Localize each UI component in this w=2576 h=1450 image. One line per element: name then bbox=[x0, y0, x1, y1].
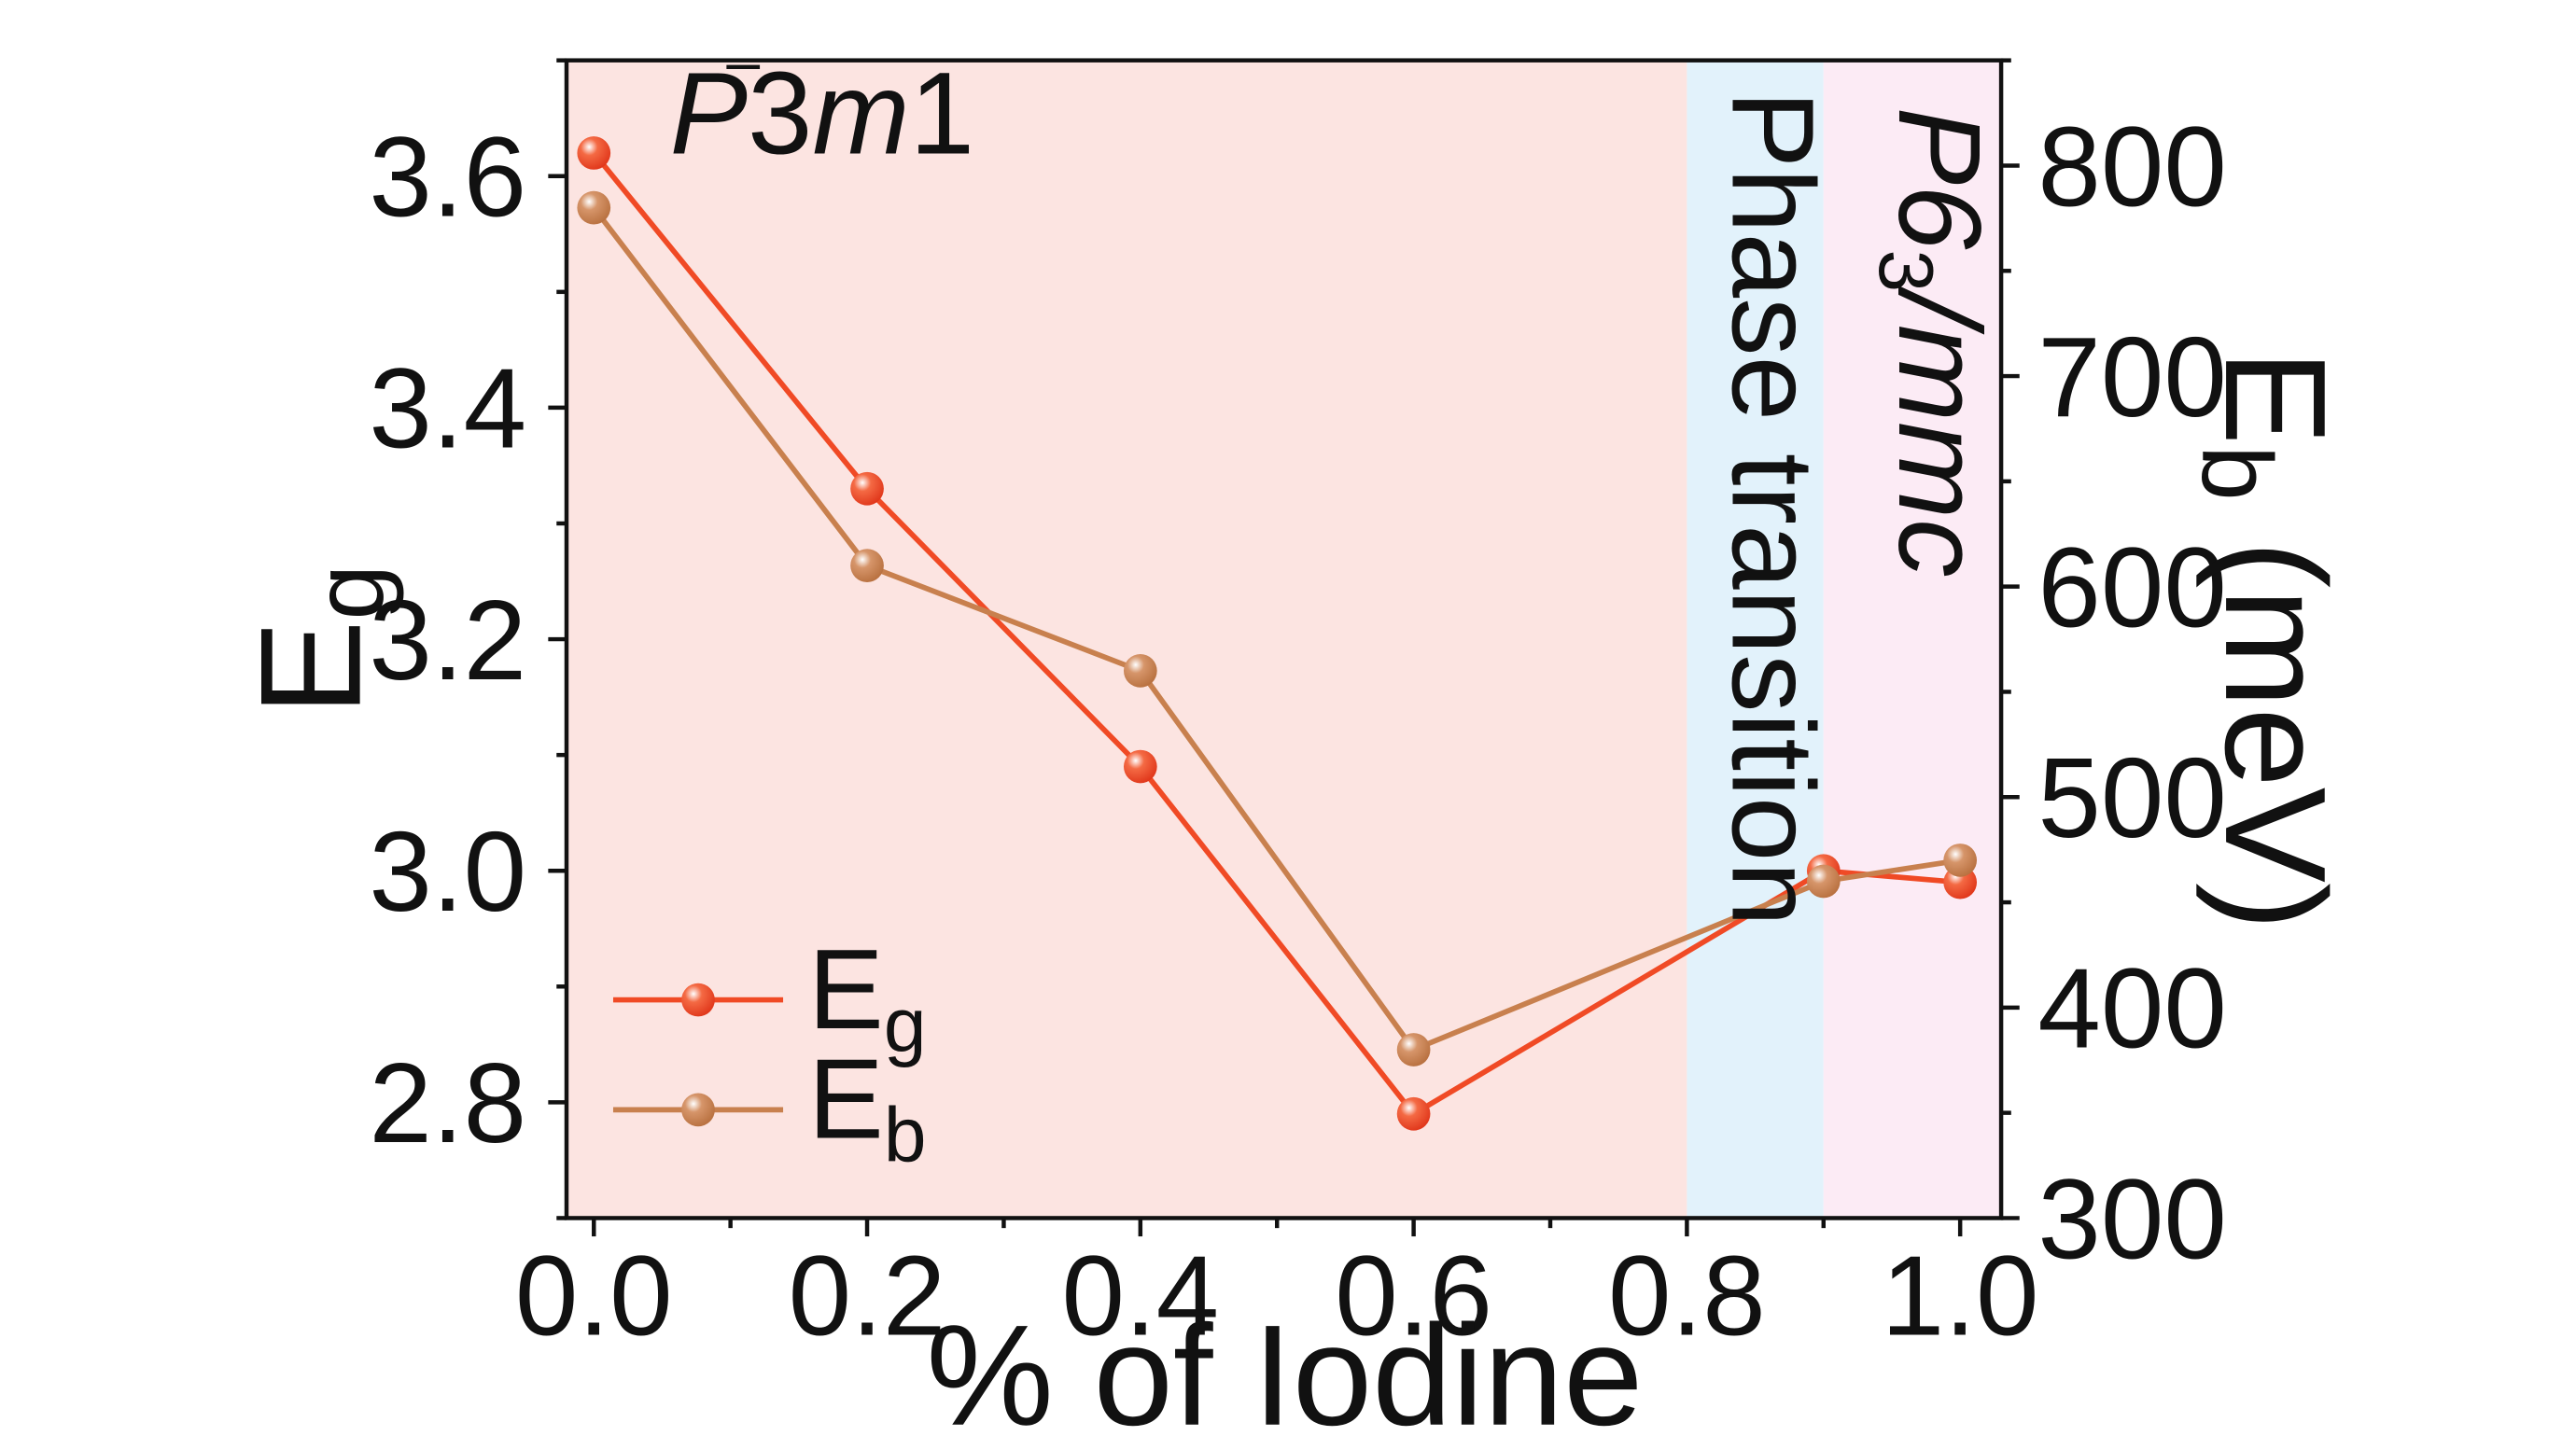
x-axis-title: % of Iodine bbox=[926, 1295, 1643, 1450]
y-right-tick-label: 700 bbox=[2037, 314, 2227, 440]
data-point-eg bbox=[850, 471, 884, 506]
phase-transition-label: Phase transition bbox=[1708, 91, 1838, 927]
region-P-3m1 bbox=[566, 60, 1687, 1219]
x-tick-label: 0.0 bbox=[515, 1232, 673, 1359]
y-right-tick-label: 500 bbox=[2037, 734, 2227, 861]
axis-ticks: 0.0 0.2 0.4 0.6 0.8 1.0 2.8 3.0 3.2 3.4 3.6 300 400 5… bbox=[369, 58, 2227, 1359]
data-point-eb bbox=[850, 549, 884, 582]
y-right-tick-label: 600 bbox=[2037, 524, 2227, 651]
legend-marker-eb bbox=[681, 1093, 715, 1127]
data-point-eb bbox=[1396, 1033, 1431, 1067]
data-point-eb bbox=[577, 190, 611, 225]
y-right-tick-label: 400 bbox=[2037, 945, 2227, 1072]
x-tick-label: 0.6 bbox=[1335, 1232, 1492, 1359]
phase-region-backgrounds bbox=[566, 60, 2002, 1219]
x-tick-label: 0.4 bbox=[1061, 1232, 1219, 1359]
region-phase-transition bbox=[1687, 60, 1824, 1219]
y-axis-right-title: Eb (meV) bbox=[2181, 350, 2356, 931]
data-point-eg bbox=[577, 136, 611, 170]
region-P63/mmc bbox=[1823, 60, 2002, 1219]
x-tick-label: 0.8 bbox=[1608, 1232, 1766, 1359]
y-left-tick-label: 3.4 bbox=[369, 345, 526, 472]
y-right-tick-label: 300 bbox=[2037, 1155, 2227, 1282]
x-tick-label: 0.2 bbox=[789, 1232, 946, 1359]
legend: Eg Eb bbox=[612, 926, 927, 1178]
data-point-eb bbox=[1123, 654, 1157, 688]
data-point-eg bbox=[1396, 1096, 1431, 1131]
y-left-tick-label: 3.0 bbox=[369, 808, 526, 935]
data-point-eg bbox=[1123, 749, 1157, 784]
right-phase-label: P63/mmc bbox=[1863, 107, 2004, 578]
y-right-tick-label: 800 bbox=[2037, 103, 2227, 230]
series-line-eb bbox=[591, 205, 1961, 1053]
y-axis-left-title: Eg bbox=[231, 565, 405, 716]
left-phase-label: P3m1 bbox=[670, 49, 974, 179]
series-line-eg bbox=[592, 151, 1961, 1117]
series-lines bbox=[591, 151, 1961, 1117]
y-left-tick-label: 3.2 bbox=[369, 577, 526, 704]
series-markers bbox=[577, 136, 1978, 1131]
y-left-tick-label: 3.6 bbox=[369, 114, 526, 241]
data-point-eb bbox=[1943, 844, 1978, 877]
legend-marker-eg bbox=[681, 983, 715, 1017]
data-point-eb bbox=[1806, 864, 1841, 899]
legend-label-eg: Eg bbox=[808, 926, 927, 1068]
x-tick-label: 1.0 bbox=[1882, 1232, 2039, 1359]
legend-label-eb: Eb bbox=[808, 1036, 927, 1178]
y-left-tick-label: 2.8 bbox=[369, 1039, 526, 1166]
